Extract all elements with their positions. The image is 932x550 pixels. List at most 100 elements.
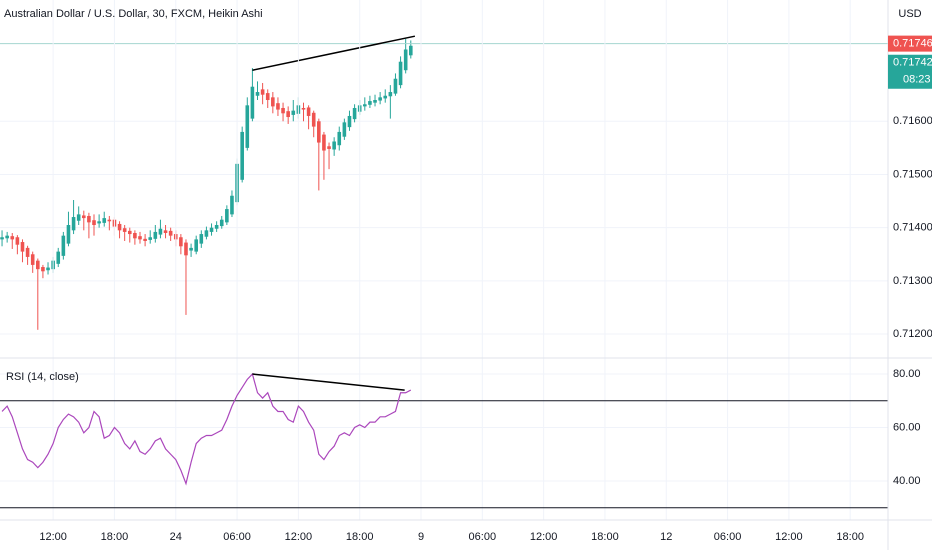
candle-body <box>199 234 204 244</box>
last-price-box <box>888 35 932 52</box>
countdown-label: 08:23 <box>903 74 931 86</box>
candle-body <box>317 121 321 143</box>
candle-body <box>189 247 193 251</box>
candle-body <box>342 122 347 137</box>
candle-body <box>81 215 86 219</box>
candle-body <box>230 195 234 215</box>
candle-body <box>276 103 280 110</box>
candle-body <box>168 230 173 236</box>
candle-body <box>281 107 285 114</box>
candle-body <box>127 230 132 235</box>
candle-body <box>56 251 61 264</box>
candle-body <box>10 236 15 240</box>
close-price-box <box>888 54 932 89</box>
x-tick-label: 24 <box>170 531 182 543</box>
candle-body <box>378 97 382 101</box>
candle-body <box>0 237 4 240</box>
candle-body <box>219 219 224 227</box>
currency-selector[interactable]: USD <box>898 8 921 20</box>
y-tick-label: 0.71600 <box>893 115 932 127</box>
candle-body <box>301 107 306 110</box>
candle-body <box>194 239 198 252</box>
candle-body <box>363 104 367 107</box>
trendline <box>252 373 405 391</box>
candle-body <box>271 97 275 107</box>
close-price-label: 0.71742 <box>893 57 932 69</box>
candle-body <box>337 131 342 146</box>
candle-body <box>209 227 214 232</box>
candle-body <box>383 95 388 99</box>
candle-body <box>107 219 112 222</box>
candle-body <box>393 78 398 94</box>
candle-body <box>322 134 326 151</box>
x-tick-label: 9 <box>418 531 424 543</box>
candle-body <box>214 225 219 229</box>
candle-body <box>143 238 147 241</box>
plot-area <box>0 0 888 520</box>
x-tick-label: 18:00 <box>591 531 619 543</box>
candle-body <box>388 92 393 97</box>
candle-body <box>291 110 296 115</box>
candle-body <box>373 100 377 103</box>
candle-body <box>61 235 66 256</box>
candle-body <box>20 242 25 252</box>
candle-body <box>41 267 45 272</box>
rsi-line <box>1 372 412 486</box>
y-tick-label: 0.71400 <box>893 222 932 234</box>
candle-body <box>138 236 142 240</box>
candle-body <box>15 237 20 245</box>
candle-body <box>260 89 265 95</box>
x-tick-label: 06:00 <box>469 531 497 543</box>
x-tick-label: 18:00 <box>346 531 374 543</box>
candle-body <box>332 141 336 150</box>
y-tick-label: 0.71500 <box>893 168 932 180</box>
candle-body <box>122 228 127 232</box>
x-tick-label: 12:00 <box>285 531 313 543</box>
candle-body <box>240 131 244 180</box>
candle-body <box>250 86 255 119</box>
candle-body <box>76 214 81 221</box>
candle-body <box>87 215 91 223</box>
candle-body <box>225 209 229 223</box>
candle-body <box>352 107 357 120</box>
trendline <box>252 35 416 71</box>
candle-body <box>286 111 290 118</box>
candle-body <box>25 247 30 257</box>
candle-body <box>204 230 209 237</box>
candle-body <box>311 112 316 127</box>
candle-body <box>408 45 413 56</box>
candle-body <box>179 237 183 247</box>
x-tick-label: 06:00 <box>714 531 742 543</box>
candle-body <box>46 267 50 271</box>
candle-body <box>71 217 76 231</box>
candle-body <box>153 231 158 239</box>
y-tick-label: 80.00 <box>893 368 921 380</box>
y-tick-label: 60.00 <box>893 421 921 433</box>
chart-title: Australian Dollar / U.S. Dollar, 30, FXC… <box>4 8 263 20</box>
candle-body <box>255 92 260 96</box>
candle-body <box>36 260 40 270</box>
x-tick-label: 18:00 <box>101 531 129 543</box>
x-tick-label: 18:00 <box>836 531 864 543</box>
candle-body <box>30 254 35 265</box>
candle-body <box>163 230 168 233</box>
candle-body <box>265 93 270 101</box>
candle-body <box>117 223 122 231</box>
candle-body <box>245 105 250 148</box>
rsi-title: RSI (14, close) <box>6 371 79 383</box>
x-tick-label: 12:00 <box>530 531 558 543</box>
x-tick-label: 06:00 <box>223 531 251 543</box>
y-tick-label: 0.71200 <box>893 328 932 340</box>
candle-body <box>5 235 9 239</box>
x-tick-label: 12:00 <box>39 531 67 543</box>
candle-body <box>97 221 101 224</box>
candle-body <box>184 242 188 256</box>
x-tick-label: 12 <box>660 531 672 543</box>
candle-body <box>306 107 311 116</box>
candle-body <box>158 228 163 235</box>
x-tick-label: 12:00 <box>775 531 803 543</box>
candle-body <box>347 115 352 128</box>
